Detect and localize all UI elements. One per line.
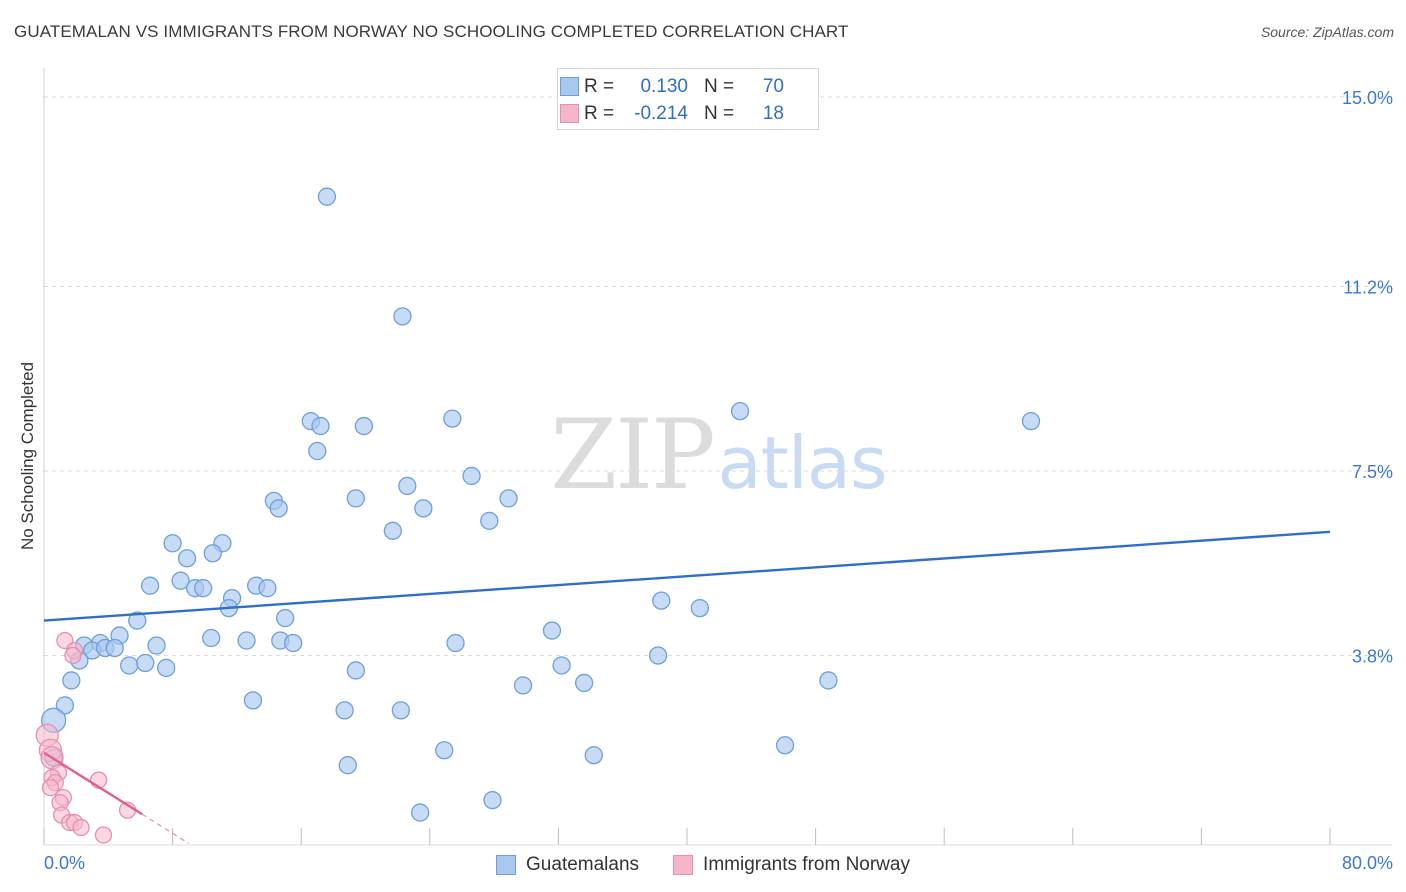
point-guatemalans[interactable] [1021,411,1041,431]
stats-row-guatemalans: R = 0.130 N = 70 [560,75,784,99]
point-guatemalans[interactable] [62,671,81,690]
watermark-zip: ZIP [550,399,713,511]
y-tick-label: 11.2% [1343,277,1393,297]
x-tick-label-min: 0.0% [44,853,85,873]
point-guatemalans[interactable] [317,187,337,206]
point-guatemalans[interactable] [136,653,155,673]
point-norway[interactable] [72,818,90,837]
legend-label-guatemalans: Guatemalans [526,854,640,875]
chart-legend: Guatemalans Immigrants from Norway [0,852,1406,878]
point-guatemalans[interactable] [411,803,430,822]
n-value: 18 [762,103,784,124]
n-value: 70 [762,76,784,97]
legend-swatch-blue [496,855,517,875]
point-guatemalans[interactable] [258,579,277,598]
point-guatemalans[interactable] [513,676,533,695]
point-guatemalans[interactable] [346,661,366,680]
point-guatemalans[interactable] [775,736,795,755]
point-guatemalans[interactable] [193,579,213,598]
y-tick-label: 7.5% [1352,462,1393,482]
point-guatemalans[interactable] [335,701,354,720]
r-label: R = [584,76,615,97]
r-label: R = [584,103,615,124]
trend-lines [43,530,1331,845]
trend-line-guatemalans [43,530,1331,622]
legend-item-guatemalans[interactable]: Guatemalans [496,854,639,876]
tick-labels: 3.8% 7.5% 11.2% 15.0% 0.0% 80.0% [44,88,1393,873]
point-norway[interactable] [94,826,113,844]
point-guatemalans[interactable] [391,701,411,720]
point-guatemalans[interactable] [393,307,412,326]
r-value: 0.130 [640,76,688,97]
point-guatemalans[interactable] [311,416,330,436]
point-guatemalans[interactable] [584,746,603,765]
point-guatemalans[interactable] [55,696,75,715]
point-guatemalans[interactable] [574,673,594,693]
point-guatemalans[interactable] [690,598,710,618]
point-guatemalans[interactable] [308,441,327,461]
legend-label-norway: Immigrants from Norway [703,854,910,875]
point-guatemalans[interactable] [346,489,366,508]
point-guatemalans[interactable] [269,499,288,518]
point-guatemalans[interactable] [462,466,481,486]
point-guatemalans[interactable] [414,499,433,518]
legend-item-norway[interactable]: Immigrants from Norway [673,854,910,876]
point-guatemalans[interactable] [480,511,499,530]
point-guatemalans[interactable] [542,621,562,640]
point-guatemalans[interactable] [652,591,671,610]
point-guatemalans[interactable] [120,656,139,675]
stats-swatch-blue [560,77,579,96]
grid-lines [44,96,1392,656]
point-guatemalans[interactable] [819,671,838,690]
x-tick-label-max: 80.0% [1342,853,1393,873]
series-norway-points [35,631,137,844]
point-guatemalans[interactable] [354,416,374,436]
point-guatemalans[interactable] [171,571,190,590]
point-guatemalans[interactable] [648,646,668,665]
point-guatemalans[interactable] [140,576,160,595]
point-guatemalans[interactable] [435,741,454,760]
legend-swatch-pink [673,855,694,875]
point-guatemalans[interactable] [383,521,402,540]
point-guatemalans[interactable] [499,489,518,508]
y-tick-label: 3.8% [1352,646,1393,666]
point-guatemalans[interactable] [398,476,417,496]
chart-title: GUATEMALAN VS IMMIGRANTS FROM NORWAY NO … [14,22,849,41]
trend-line-norway-extension [141,813,189,845]
correlation-stats-box: R = 0.130 N = 70 R = -0.214 N = 18 [557,68,819,130]
point-guatemalans[interactable] [203,544,222,563]
point-guatemalans[interactable] [128,611,147,630]
stats-swatch-pink [560,104,579,123]
point-norway[interactable] [41,778,60,797]
point-guatemalans[interactable] [147,636,166,655]
n-label: N = [704,76,735,97]
point-guatemalans[interactable] [443,409,462,428]
point-guatemalans[interactable] [730,401,750,421]
point-guatemalans[interactable] [163,534,182,553]
watermark-atlas: atlas [718,421,887,505]
trend-line-norway [43,751,143,816]
point-guatemalans[interactable] [338,756,357,775]
point-guatemalans[interactable] [105,638,124,658]
point-guatemalans[interactable] [446,633,465,653]
point-guatemalans[interactable] [552,656,571,675]
stats-row-norway: R = -0.214 N = 18 [560,102,784,126]
point-guatemalans[interactable] [237,631,256,650]
r-value: -0.214 [634,103,688,124]
point-norway[interactable] [64,646,82,665]
point-guatemalans[interactable] [483,790,502,810]
point-guatemalans[interactable] [243,691,263,710]
point-guatemalans[interactable] [177,549,197,568]
point-guatemalans[interactable] [157,658,176,678]
series-guatemalans-points [40,187,1041,822]
n-label: N = [704,103,735,124]
point-guatemalans[interactable] [275,608,295,628]
source-credit: Source: ZipAtlas.com [1260,24,1394,40]
y-tick-label: 15.0% [1342,88,1393,108]
point-guatemalans[interactable] [284,633,303,653]
point-guatemalans[interactable] [202,628,221,648]
